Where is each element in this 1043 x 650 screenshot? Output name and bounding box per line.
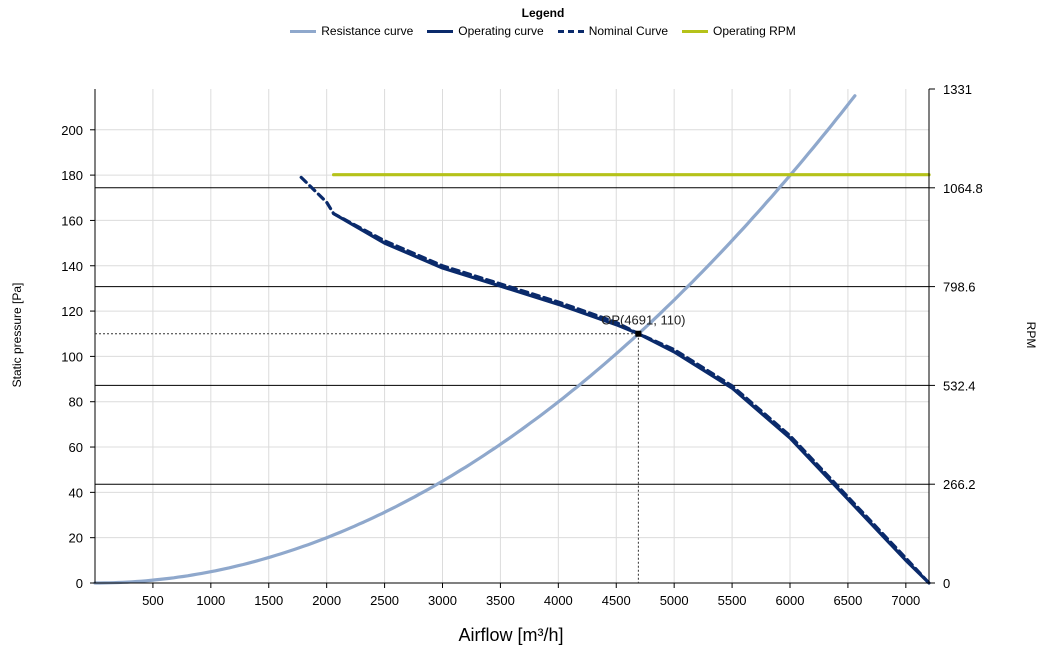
y2-tick-label: 266.2 bbox=[943, 477, 976, 492]
y-tick-label: 0 bbox=[76, 576, 83, 591]
x-tick-label: 2000 bbox=[312, 593, 341, 608]
legend: Legend Resistance curve Operating curve … bbox=[0, 6, 1043, 38]
legend-items: Resistance curve Operating curve Nominal… bbox=[0, 24, 1043, 38]
y-tick-label: 60 bbox=[69, 440, 83, 455]
legend-label: Operating RPM bbox=[713, 24, 796, 38]
x-tick-label: 3000 bbox=[428, 593, 457, 608]
legend-label: Resistance curve bbox=[321, 24, 414, 38]
x-tick-label: 5500 bbox=[718, 593, 747, 608]
x-tick-label: 4500 bbox=[602, 593, 631, 608]
y-tick-label: 160 bbox=[61, 213, 83, 228]
y2-tick-label: 0 bbox=[943, 576, 950, 591]
y-tick-label: 180 bbox=[61, 168, 83, 183]
legend-item-operating-curve[interactable]: Operating curve bbox=[427, 24, 544, 38]
x-tick-label: 2500 bbox=[370, 593, 399, 608]
y2-tick-label: 532.4 bbox=[943, 378, 976, 393]
grid bbox=[95, 89, 929, 584]
x-axis-title: Airflow [m³/h] bbox=[458, 625, 563, 645]
axes: 500 1000 1500 2000 2500 3000 3500 4000 4500 5000 5… bbox=[61, 82, 982, 608]
plot-area bbox=[95, 89, 929, 583]
y-axis-title: Static pressure [Pa] bbox=[10, 283, 24, 388]
x-tick-label: 6000 bbox=[776, 593, 805, 608]
x-tick-label: 7000 bbox=[891, 593, 920, 608]
x-tick-label: 6500 bbox=[833, 593, 862, 608]
y-tick-label: 200 bbox=[61, 123, 83, 138]
x-tick-label: 1000 bbox=[196, 593, 225, 608]
x-tick-label: 4000 bbox=[544, 593, 573, 608]
legend-swatch bbox=[682, 29, 709, 33]
x-tick-label: 500 bbox=[142, 593, 164, 608]
legend-item-nominal-curve[interactable]: Nominal Curve bbox=[557, 24, 669, 38]
operating-point-marker bbox=[635, 330, 642, 337]
y-tick-label: 20 bbox=[69, 531, 83, 546]
x-tick-label: 3500 bbox=[486, 593, 515, 608]
x-tick-label: 5000 bbox=[660, 593, 689, 608]
y-tick-label: 80 bbox=[69, 395, 83, 410]
legend-label: Nominal Curve bbox=[588, 24, 669, 38]
legend-swatch bbox=[427, 29, 454, 33]
operating-point-layer: OP(4691, 110) bbox=[95, 313, 686, 583]
legend-title: Legend bbox=[521, 6, 565, 20]
y-tick-label: 140 bbox=[61, 259, 83, 274]
operating-point-label: OP(4691, 110) bbox=[601, 313, 685, 328]
y-tick-label: 40 bbox=[69, 485, 83, 500]
y2-tick-label: 1331 bbox=[943, 82, 972, 97]
y2-tick-label: 1064.8 bbox=[943, 181, 983, 196]
x-tick-label: 1500 bbox=[254, 593, 283, 608]
y-tick-label: 120 bbox=[61, 304, 83, 319]
y2-tick-label: 798.6 bbox=[943, 280, 976, 295]
legend-label: Operating curve bbox=[458, 24, 544, 38]
legend-swatch bbox=[290, 29, 317, 33]
legend-swatch bbox=[557, 29, 584, 33]
legend-item-operating-rpm[interactable]: Operating RPM bbox=[682, 24, 796, 38]
y2-axis-title: RPM bbox=[1024, 322, 1038, 349]
y-tick-label: 100 bbox=[61, 349, 83, 364]
legend-item-resistance-curve[interactable]: Resistance curve bbox=[290, 24, 413, 38]
resistance-curve-line bbox=[93, 94, 857, 585]
